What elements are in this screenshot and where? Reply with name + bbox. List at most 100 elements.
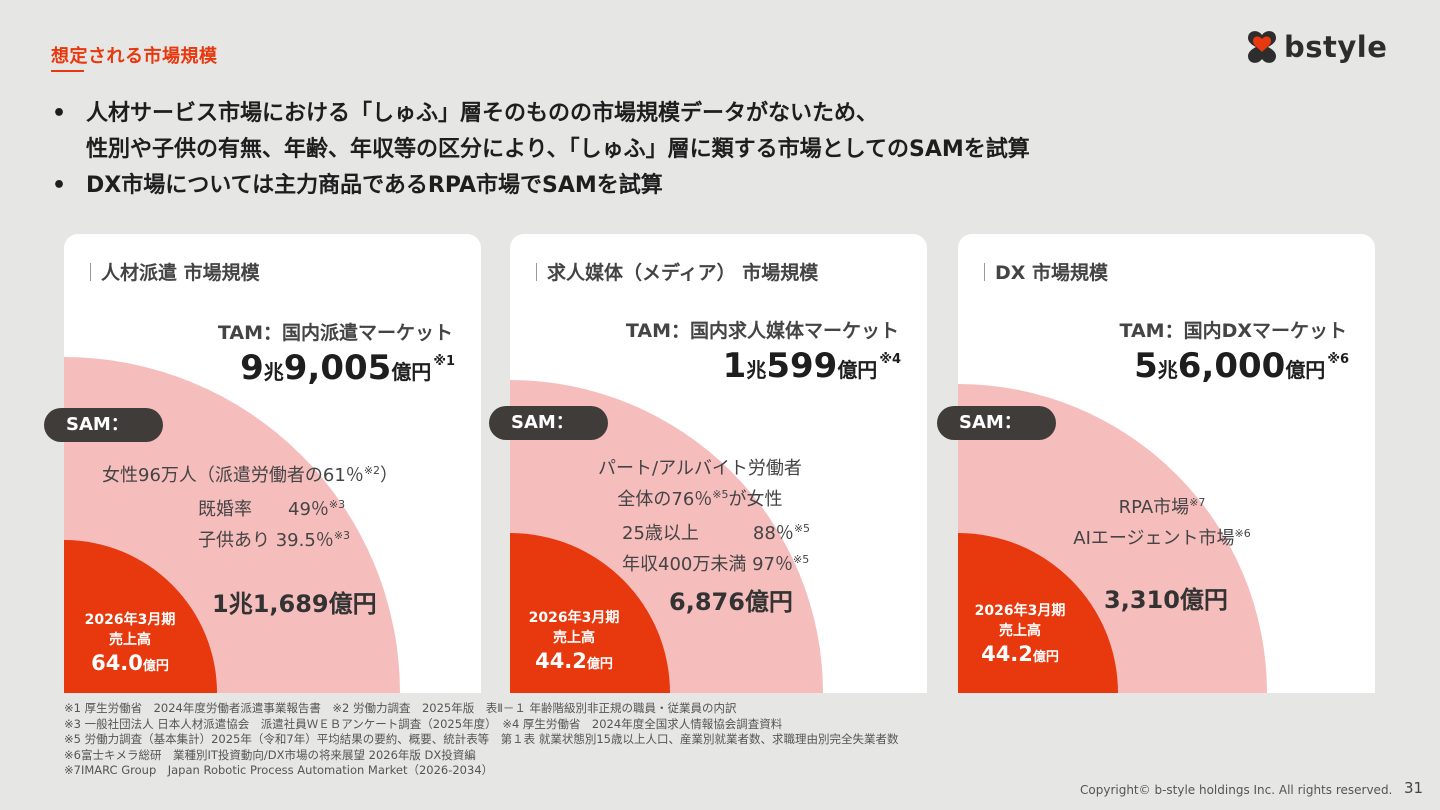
footnote-line: ※3 一般社団法人 日本人材派遣協会 派遣社員ＷＥＢアンケート調査（2025年度…: [64, 716, 783, 731]
footnote-ref: ※4: [879, 352, 901, 367]
copyright: Copyright© b-style holdings Inc. All rig…: [1080, 783, 1393, 797]
tam-value: 1兆599億円 ※4: [723, 346, 901, 386]
panel-title: DX 市場規模: [984, 258, 1108, 285]
bullet-line: 性別や子供の有無、年齢、年収等の区分により、「しゅふ」層に類する市場としてのSA…: [86, 137, 1030, 162]
tam-number: 6,000: [1177, 346, 1286, 386]
sam-description: 女性96万人（派遣労働者の61％※2）: [102, 458, 398, 489]
tam-label: TAM：国内求人媒体マーケット: [625, 320, 899, 342]
tam-number: 1: [722, 346, 747, 386]
sales-value: 64.0億円: [78, 653, 182, 677]
tam-unit: 兆: [746, 358, 767, 382]
panel-title-text: DX 市場規模: [995, 262, 1109, 284]
sales-period: 2026年3月期: [84, 612, 176, 628]
sales-unit: 億円: [1032, 650, 1059, 665]
sales-block: 2026年3月期 売上高 44.2億円: [968, 601, 1072, 668]
sam-description: 既婚率 49％※3 子供あり 39.5％※3: [198, 492, 350, 554]
bullet-mark: •: [52, 101, 67, 126]
footnote-line: ※7IMARC Group Japan Robotic Process Auto…: [64, 763, 494, 777]
bullet-line: DX市場については主力商品であるRPA市場でSAMを試算: [86, 173, 663, 198]
footnote-ref: ※7: [1189, 496, 1206, 509]
sales-period: 2026年3月期: [974, 603, 1066, 619]
footnote-line: ※6富士キメラ総研 業種別IT投資動向/DX市場の将来展望 2026年版 DX投…: [64, 747, 476, 762]
sales-unit: 億円: [586, 657, 613, 672]
tam-unit: 兆: [1157, 358, 1178, 382]
sam-line: 年収400万未満 97％: [622, 554, 793, 575]
panel-media-market: 求人媒体（メディア） 市場規模 TAM：国内求人媒体マーケット 1兆599億円 ※…: [510, 234, 927, 693]
sales-number: 44.2: [981, 642, 1033, 666]
sales-number: 44.2: [535, 649, 587, 673]
footnote-ref: ※2: [363, 464, 381, 477]
title-bar: [90, 263, 91, 281]
title-bar: [536, 263, 537, 281]
bullet-line: 人材サービス市場における「しゅふ」層そのものの市場規模データがないため、: [86, 101, 879, 126]
footnote-ref: ※6: [1327, 352, 1349, 367]
sales-value: 44.2億円: [968, 644, 1072, 668]
footnote-ref: ※5: [793, 522, 811, 535]
sam-pill: SAM：: [489, 406, 608, 440]
sam-line: RPA市場: [1118, 497, 1190, 518]
bullet-item: • DX市場については主力商品であるRPA市場でSAMを試算: [52, 168, 1030, 204]
sam-description: 25歳以上 88％※5 年収400万未満 97％※5: [622, 516, 810, 578]
sam-line: パート/アルバイト労働者: [598, 458, 802, 479]
footnote-line: ※5 労働力調査（基本集計）2025年（令和7年）平均結果の要約、概要、統計表等…: [64, 732, 899, 746]
footnote-ref: ※3: [333, 529, 351, 542]
sam-description: RPA市場※7 AIエージェント市場※6: [1052, 490, 1272, 552]
footnote-ref: ※5: [712, 488, 729, 501]
sam-line: 全体の76％: [617, 489, 713, 510]
panel-title-text: 人材派遣 市場規模: [101, 262, 260, 284]
sam-line: 既婚率 49％: [198, 499, 329, 520]
footnote-ref: ※6: [1234, 527, 1251, 540]
tam-value: 5兆6,000億円 ※6: [1134, 346, 1349, 386]
sam-value: 6,876億円: [669, 588, 793, 616]
footnote-ref: ※1: [433, 354, 455, 369]
sam-line: 子供あり 39.5％: [198, 530, 334, 551]
sam-pill: SAM：: [44, 408, 163, 442]
tam-unit: 兆: [263, 360, 284, 384]
sam-pill: SAM：: [937, 406, 1056, 440]
section-title: 想定される市場規模: [51, 46, 218, 67]
tam-unit: 億円: [391, 360, 432, 384]
page-number: 31: [1404, 779, 1424, 797]
panel-title: 求人媒体（メディア） 市場規模: [536, 258, 818, 285]
bullet-list: • 人材サービス市場における「しゅふ」層そのものの市場規模データがないため、 性…: [52, 96, 1030, 204]
bstyle-logo-icon: [1248, 31, 1276, 63]
sam-value: 1兆1,689億円: [212, 590, 377, 618]
footnote-ref: ※5: [792, 553, 810, 566]
panel-staffing-market: 人材派遣 市場規模 TAM：国内派遣マーケット 9兆9,005億円 ※1 女性96…: [64, 234, 481, 693]
sales-unit: 億円: [142, 659, 169, 674]
footnote-ref: ※3: [328, 498, 346, 511]
tam-unit: 億円: [1285, 358, 1326, 382]
footnotes: ※1 厚生労働省 2024年度労働者派遣事業報告書 ※2 労働力調査 2025年…: [64, 701, 898, 779]
sales-label: 売上高: [109, 632, 151, 648]
tam-unit: 億円: [837, 358, 878, 382]
sam-value: 3,310億円: [1104, 586, 1228, 614]
bullet-mark: •: [52, 173, 67, 198]
sam-description: パート/アルバイト労働者 全体の76％※5が女性: [598, 456, 802, 513]
sales-label: 売上高: [999, 623, 1041, 639]
sam-line: 25歳以上 88％: [622, 523, 794, 544]
tam-label: TAM：国内派遣マーケット: [217, 322, 453, 344]
sales-block: 2026年3月期 売上高 64.0億円: [78, 610, 182, 677]
sam-line: AIエージェント市場: [1073, 528, 1235, 549]
tam-label: TAM：国内DXマーケット: [1119, 320, 1347, 342]
sales-label: 売上高: [553, 630, 595, 646]
sales-block: 2026年3月期 売上高 44.2億円: [522, 608, 626, 675]
tam-number: 9: [240, 348, 264, 388]
sam-line: が女性: [728, 489, 783, 510]
section-title-underline: [51, 70, 84, 72]
tam-value: 9兆9,005億円 ※1: [240, 348, 455, 388]
sam-line: ）: [380, 465, 399, 486]
tam-number: 599: [766, 346, 838, 386]
panel-title: 人材派遣 市場規模: [90, 258, 260, 285]
bstyle-logo-text: bstyle: [1284, 30, 1388, 64]
tam-number: 9,005: [283, 348, 392, 388]
sales-value: 44.2億円: [522, 651, 626, 675]
title-bar: [984, 263, 985, 281]
sam-line: 女性96万人（派遣労働者の61％: [102, 465, 364, 486]
panel-title-text: 求人媒体（メディア） 市場規模: [547, 262, 819, 284]
footnote-line: ※1 厚生労働省 2024年度労働者派遣事業報告書 ※2 労働力調査 2025年…: [64, 701, 737, 715]
panel-dx-market: DX 市場規模 TAM：国内DXマーケット 5兆6,000億円 ※6 RPA市場※…: [958, 234, 1375, 693]
tam-number: 5: [1134, 346, 1158, 386]
sales-period: 2026年3月期: [528, 610, 620, 626]
sales-number: 64.0: [91, 651, 143, 675]
